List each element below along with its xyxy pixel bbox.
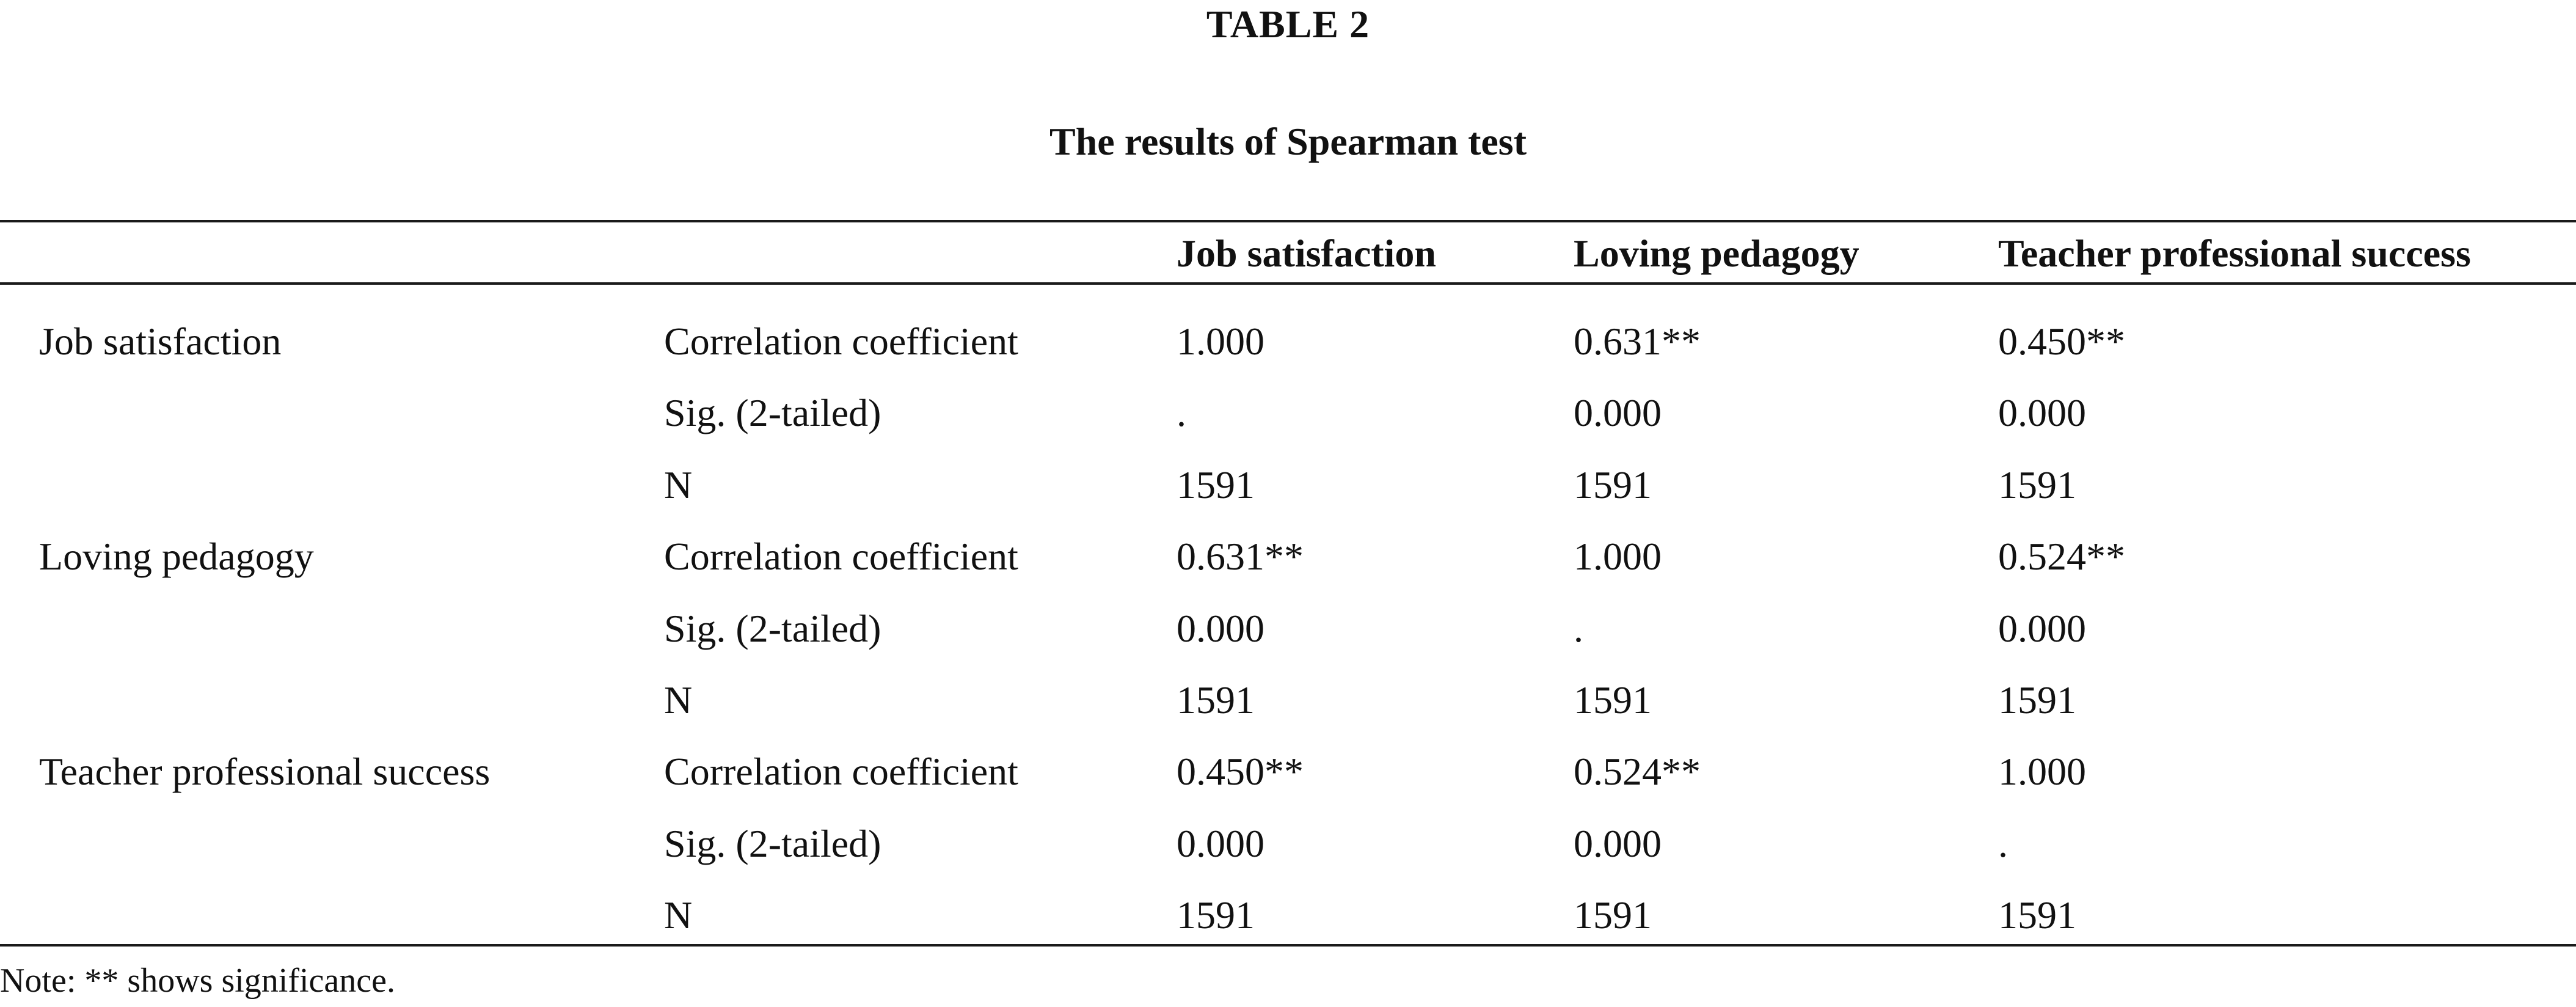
table-label: TABLE 2 [1206,2,1370,46]
row-statistic: Correlation coefficient [664,320,1018,363]
header-teacher-professional-success: Teacher professional success [1998,232,2471,275]
row-statistic: N [664,463,693,507]
row-statistic: Sig. (2-tailed) [664,822,881,865]
row-statistic: Correlation coefficient [664,750,1018,793]
header-job-satisfaction: Job satisfaction [1177,232,1436,275]
cell-value: 1591 [1177,463,1255,507]
cell-value: 1591 [1574,893,1652,937]
row-variable: Teacher professional success [39,750,491,793]
cell-value: 0.000 [1574,822,1662,865]
cell-value: 1591 [1998,463,2076,507]
cell-value: 1591 [1574,463,1652,507]
cell-value: 0.631** [1177,535,1304,578]
cell-value: 0.524** [1574,750,1701,793]
cell-value: 1591 [1998,893,2076,937]
cell-value: 1591 [1998,678,2076,722]
cell-value: 1591 [1177,678,1255,722]
cell-value: 1.000 [1574,535,1662,578]
cell-value: . [1574,607,1583,650]
header-rule [0,282,2576,285]
header-loving-pedagogy: Loving pedagogy [1574,232,1859,275]
row-statistic: Correlation coefficient [664,535,1018,578]
cell-value: 0.631** [1574,320,1701,363]
cell-value: . [1998,822,2008,865]
row-variable: Loving pedagogy [39,535,314,578]
row-statistic: N [664,678,693,722]
cell-value: 1.000 [1998,750,2086,793]
cell-value: 0.524** [1998,535,2125,578]
table-note: Note: ** shows significance. [0,962,395,1000]
bottom-rule [0,944,2576,947]
row-statistic: N [664,893,693,937]
cell-value: 0.000 [1177,607,1264,650]
cell-value: 1.000 [1177,320,1264,363]
cell-value: . [1177,391,1186,434]
table-title: The results of Spearman test [1049,120,1527,163]
cell-value: 0.000 [1574,391,1662,434]
cell-value: 1591 [1177,893,1255,937]
cell-value: 0.450** [1177,750,1304,793]
top-rule [0,220,2576,222]
row-variable: Job satisfaction [39,320,282,363]
cell-value: 1591 [1574,678,1652,722]
cell-value: 0.450** [1998,320,2125,363]
row-statistic: Sig. (2-tailed) [664,391,881,434]
cell-value: 0.000 [1177,822,1264,865]
cell-value: 0.000 [1998,607,2086,650]
row-statistic: Sig. (2-tailed) [664,607,881,650]
cell-value: 0.000 [1998,391,2086,434]
